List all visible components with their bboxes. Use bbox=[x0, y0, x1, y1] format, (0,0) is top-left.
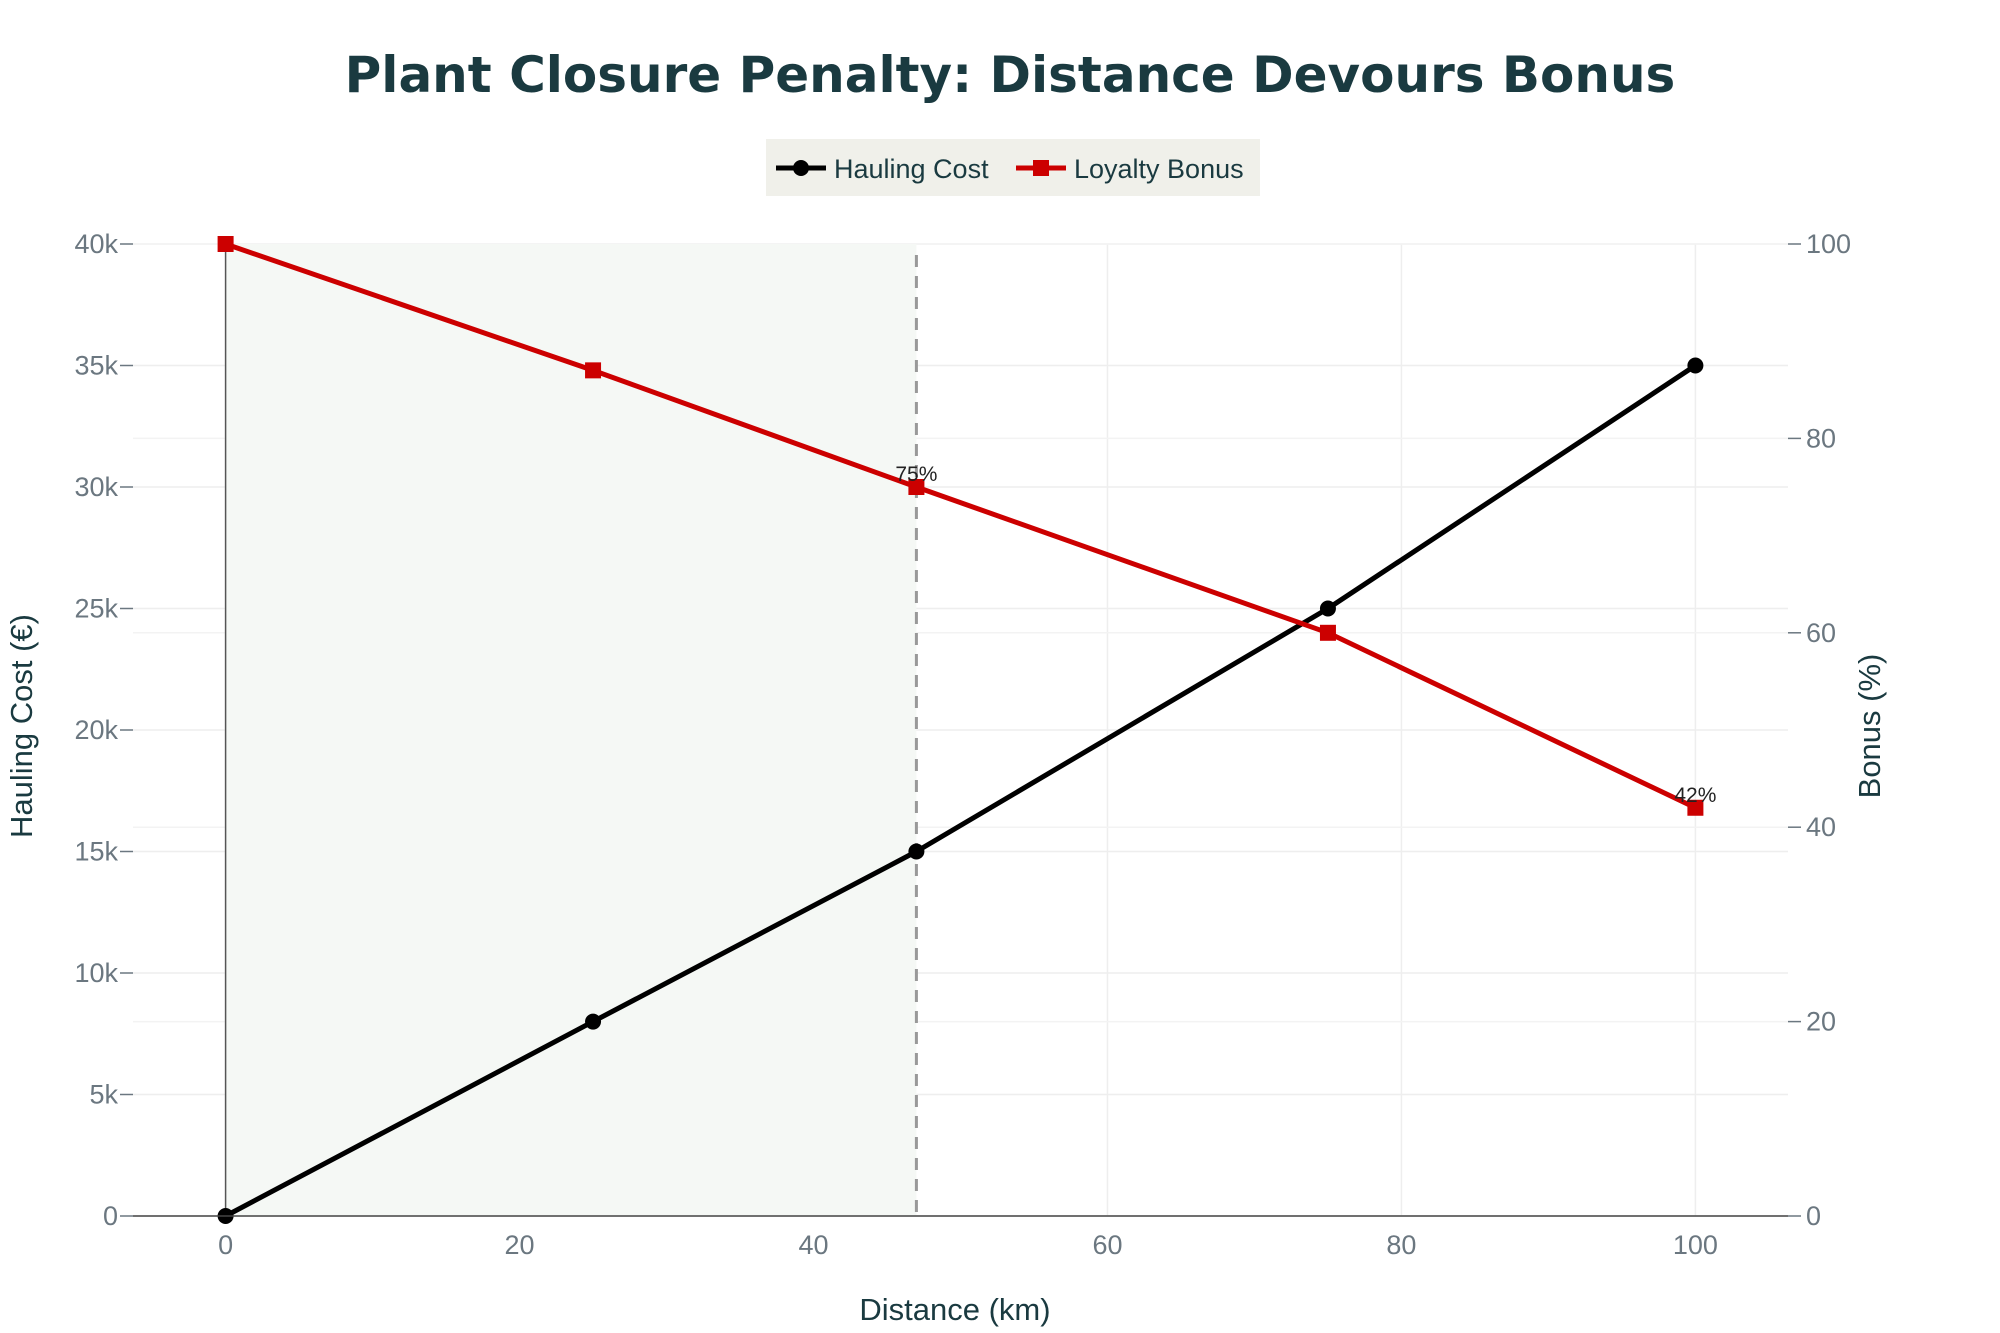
loyalty-bonus-point bbox=[217, 236, 234, 252]
x-tick-label: 80 bbox=[1386, 1230, 1416, 1260]
x-tick-label: 20 bbox=[505, 1230, 535, 1260]
y-left-tick-label: 20k bbox=[74, 715, 118, 745]
y-left-tick-label: 35k bbox=[74, 351, 118, 381]
legend-box bbox=[766, 139, 1260, 196]
y-left-tick-label: 30k bbox=[74, 472, 118, 502]
y-left-tick-label: 25k bbox=[74, 594, 118, 624]
x-tick-label: 60 bbox=[1092, 1230, 1122, 1260]
loyalty-bonus-point bbox=[1319, 624, 1336, 641]
axes: 0 20 40 60 80 100 0 5k 10k 15k 20k 25k 30k 35k 40k 0 20 4… bbox=[74, 229, 1851, 1260]
y-right-tick-label: 40 bbox=[1806, 812, 1836, 842]
y-right-tick-label: 80 bbox=[1806, 423, 1836, 453]
loyalty-bonus-point bbox=[1687, 799, 1704, 816]
x-axis-label: Distance (km) bbox=[859, 1292, 1050, 1327]
y-right-tick-label: 60 bbox=[1806, 618, 1836, 648]
shaded-region bbox=[225, 244, 917, 1216]
loyalty-bonus-point bbox=[585, 362, 602, 379]
y-right-tick-label: 100 bbox=[1806, 229, 1851, 259]
hauling-cost-point bbox=[908, 843, 925, 860]
data-annotation: 75% bbox=[895, 463, 937, 486]
legend-marker bbox=[793, 160, 809, 176]
plot-area: 75% 42% bbox=[217, 236, 1716, 1224]
x-tick-label: 0 bbox=[218, 1230, 233, 1260]
y-axis-right-label: Bonus (%) bbox=[1852, 654, 1887, 799]
y-left-tick-label: 40k bbox=[74, 229, 118, 259]
y-left-tick-label: 5k bbox=[89, 1080, 118, 1110]
y-left-tick-label: 10k bbox=[74, 958, 118, 988]
data-annotation: 42% bbox=[1674, 784, 1716, 807]
y-left-tick-label: 15k bbox=[74, 837, 118, 867]
x-tick-label: 100 bbox=[1673, 1230, 1718, 1260]
x-tick-label: 40 bbox=[798, 1230, 828, 1260]
y-right-tick-label: 0 bbox=[1806, 1201, 1821, 1231]
y-right-tick-label: 20 bbox=[1806, 1007, 1836, 1037]
chart-title: Plant Closure Penalty: Distance Devours … bbox=[345, 46, 1676, 104]
hauling-cost-point bbox=[1319, 600, 1336, 617]
legend-marker bbox=[1033, 160, 1049, 176]
hauling-cost-point bbox=[585, 1013, 602, 1030]
loyalty-bonus-point bbox=[908, 479, 925, 495]
legend-label: Hauling Cost bbox=[834, 154, 989, 184]
legend-label: Loyalty Bonus bbox=[1074, 154, 1244, 184]
hauling-cost-point bbox=[1687, 357, 1704, 374]
y-axis-left-label: Hauling Cost (€) bbox=[4, 614, 39, 838]
legend: Hauling Cost Loyalty Bonus bbox=[766, 139, 1260, 196]
y-left-tick-label: 0 bbox=[103, 1201, 118, 1231]
